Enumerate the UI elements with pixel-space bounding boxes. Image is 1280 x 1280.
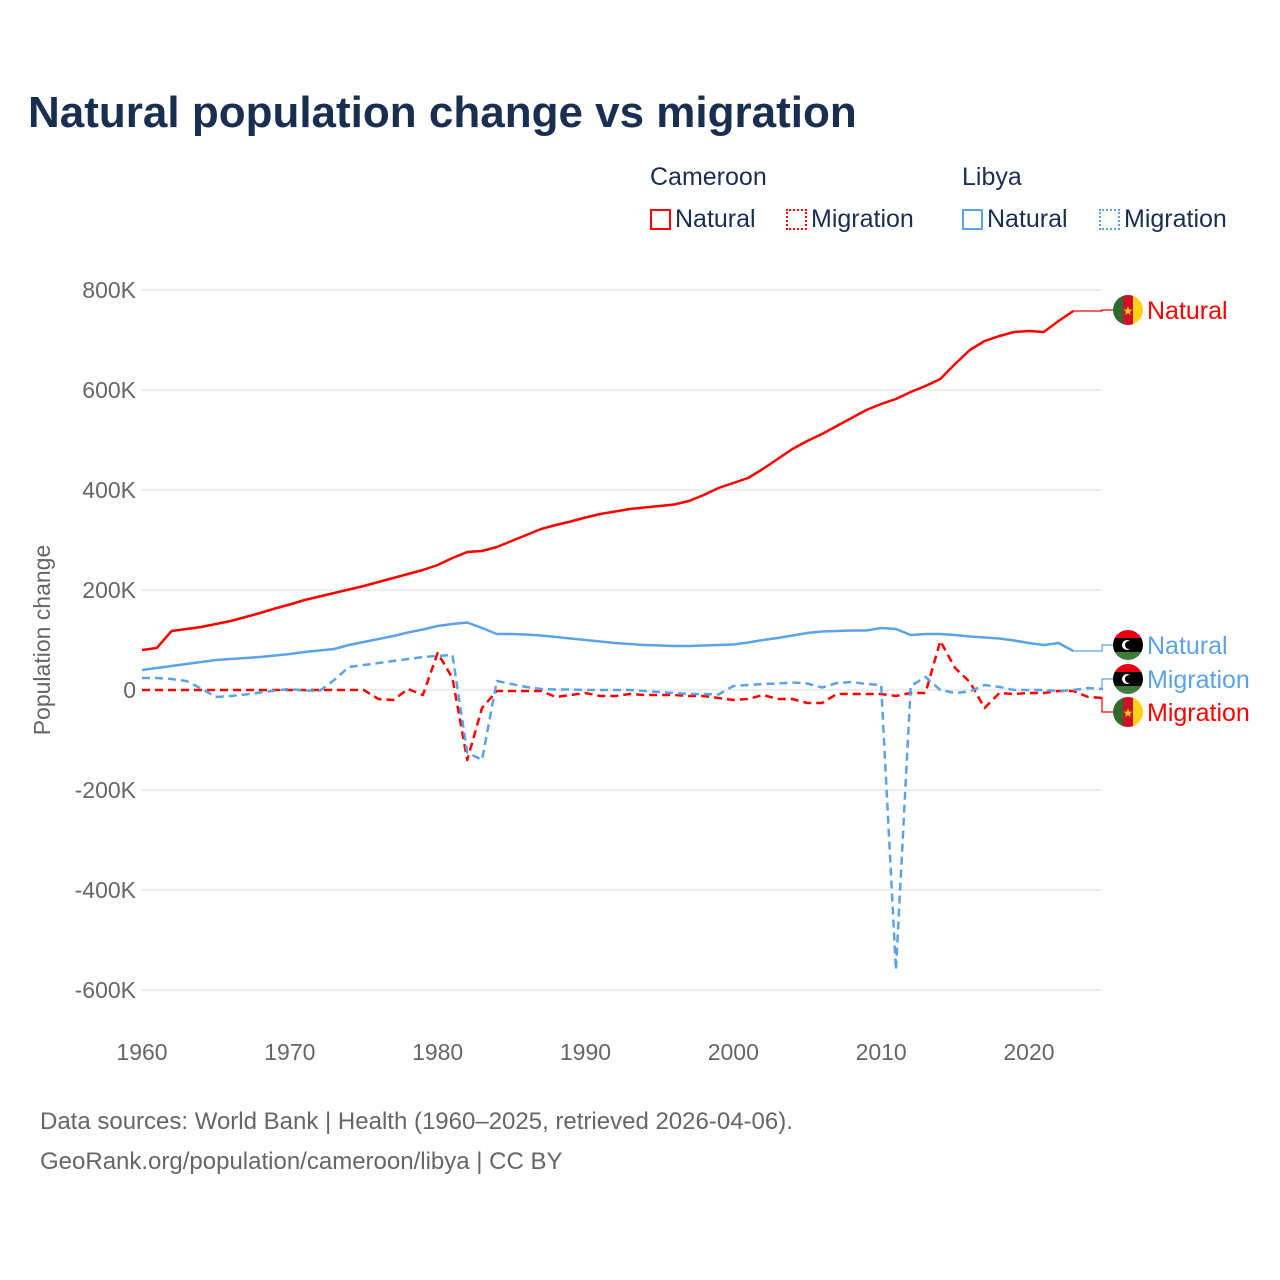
series-end-label: Natural (1147, 297, 1228, 325)
y-tick-label: 400K (82, 477, 136, 503)
x-tick-label: 1960 (116, 1039, 167, 1065)
legend-label: Natural (675, 205, 756, 233)
label-connector (1101, 678, 1113, 690)
x-tick-label: 2020 (1003, 1039, 1054, 1065)
legend-label: Migration (1124, 205, 1227, 233)
series-line-libya-natural[interactable] (141, 621, 1074, 672)
x-tick-label: 1990 (560, 1039, 611, 1065)
libya-flag-icon (1113, 664, 1143, 694)
legend-label: Migration (811, 205, 914, 233)
x-tick-label: 2010 (856, 1039, 907, 1065)
x-tick-label: 1970 (264, 1039, 315, 1065)
legend-swatch (962, 209, 983, 230)
footer-credit: GeoRank.org/population/cameroon/libya | … (40, 1148, 563, 1175)
libya-flag-icon (1113, 630, 1143, 660)
y-tick-label: 200K (82, 577, 136, 603)
legend-cameroon-migration[interactable]: Migration (786, 205, 914, 234)
label-connector (1073, 309, 1113, 312)
x-tick-label: 2000 (708, 1039, 759, 1065)
y-tick-label: 0 (123, 677, 136, 703)
label-connector (1073, 644, 1113, 652)
legend-libya-migration[interactable]: Migration (1099, 205, 1227, 234)
x-tick-label: 1980 (412, 1039, 463, 1065)
y-tick-label: -600K (75, 977, 137, 1003)
series-line-cameroon-migration[interactable] (142, 639, 1103, 762)
series-line-cameroon-natural[interactable] (141, 309, 1075, 652)
svg-text:★: ★ (1123, 304, 1134, 318)
legend-swatch (1099, 209, 1120, 230)
svg-text:★: ★ (1123, 706, 1134, 720)
cameroon-flag-icon: ★ (1113, 295, 1143, 325)
chart-title: Natural population change vs migration (28, 88, 857, 137)
footer-sources: Data sources: World Bank | Health (1960–… (40, 1108, 793, 1135)
legend-cameroon-natural[interactable]: Natural (650, 205, 756, 234)
label-connector (1101, 697, 1113, 713)
legend-group-libya: Libya (962, 163, 1022, 191)
y-tick-label: 800K (82, 277, 136, 303)
cameroon-flag-icon: ★ (1113, 697, 1143, 727)
series-end-label: Migration (1147, 699, 1250, 727)
y-tick-label: 600K (82, 377, 136, 403)
legend-swatch (650, 209, 671, 230)
y-tick-label: -200K (75, 777, 137, 803)
y-axis-label: Population change (29, 545, 55, 736)
y-tick-label: -400K (75, 877, 137, 903)
series-line-libya-migration[interactable] (142, 653, 1103, 972)
legend-swatch (786, 209, 807, 230)
legend-label: Natural (987, 205, 1068, 233)
series-end-label: Natural (1147, 632, 1228, 660)
series-end-label: Migration (1147, 666, 1250, 694)
legend-libya-natural[interactable]: Natural (962, 205, 1068, 234)
legend-group-cameroon: Cameroon (650, 163, 767, 191)
